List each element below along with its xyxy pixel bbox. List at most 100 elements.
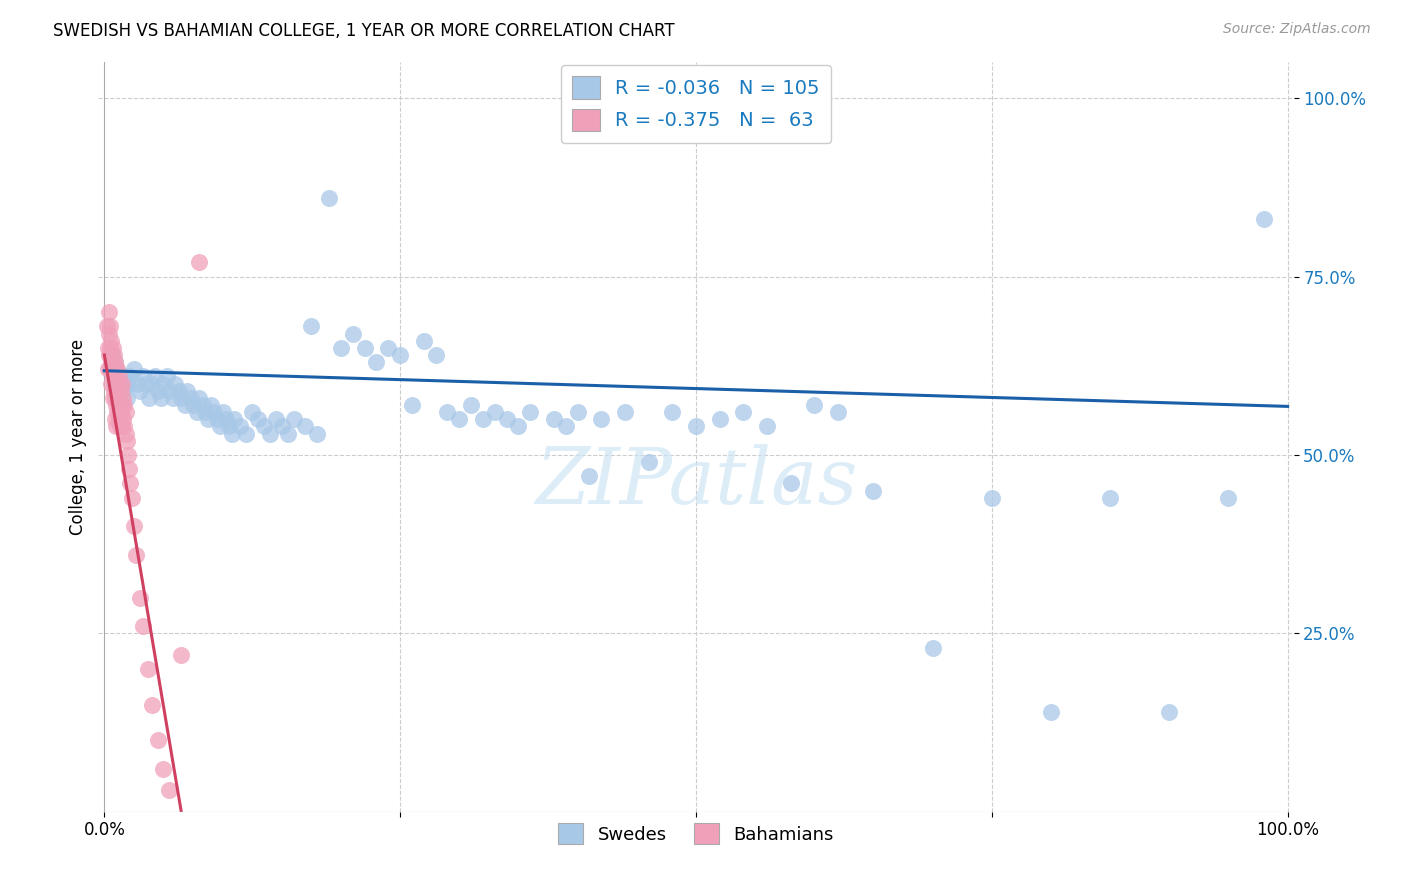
Point	[111, 376, 134, 391]
Point	[105, 384, 128, 398]
Point	[685, 419, 707, 434]
Point	[96, 319, 118, 334]
Point	[114, 405, 136, 419]
Point	[543, 412, 565, 426]
Point	[141, 698, 163, 712]
Point	[98, 362, 121, 376]
Point	[202, 405, 225, 419]
Point	[197, 412, 219, 426]
Text: Source: ZipAtlas.com: Source: ZipAtlas.com	[1223, 22, 1371, 37]
Point	[110, 384, 132, 398]
Point	[101, 348, 124, 362]
Point	[135, 376, 157, 391]
Point	[114, 419, 136, 434]
Point	[186, 405, 208, 419]
Point	[143, 369, 166, 384]
Point	[100, 355, 122, 369]
Point	[170, 648, 193, 662]
Point	[104, 412, 127, 426]
Point	[108, 398, 131, 412]
Point	[104, 369, 127, 384]
Point	[299, 319, 322, 334]
Point	[755, 419, 778, 434]
Point	[125, 548, 148, 562]
Point	[138, 391, 160, 405]
Point	[112, 391, 135, 405]
Point	[107, 376, 129, 391]
Point	[117, 376, 139, 391]
Point	[101, 369, 124, 384]
Point	[105, 398, 128, 412]
Point	[229, 419, 252, 434]
Point	[150, 391, 173, 405]
Point	[98, 319, 121, 334]
Point	[105, 376, 128, 391]
Point	[194, 405, 217, 419]
Point	[105, 362, 128, 376]
Point	[277, 426, 299, 441]
Point	[191, 398, 214, 412]
Point	[110, 369, 132, 384]
Point	[200, 398, 222, 412]
Point	[221, 426, 243, 441]
Point	[554, 419, 576, 434]
Point	[146, 384, 169, 398]
Point	[591, 412, 613, 426]
Point	[100, 334, 122, 348]
Point	[157, 783, 180, 797]
Point	[318, 191, 340, 205]
Point	[122, 519, 145, 533]
Point	[377, 341, 399, 355]
Point	[366, 355, 388, 369]
Point	[460, 398, 482, 412]
Point	[122, 362, 145, 376]
Point	[235, 426, 257, 441]
Point	[98, 326, 121, 341]
Point	[128, 384, 150, 398]
Point	[412, 334, 434, 348]
Point	[472, 412, 495, 426]
Point	[259, 426, 281, 441]
Point	[103, 348, 125, 362]
Point	[105, 362, 128, 376]
Point	[921, 640, 943, 655]
Point	[136, 662, 159, 676]
Point	[436, 405, 458, 419]
Point	[1099, 491, 1122, 505]
Point	[152, 762, 174, 776]
Point	[803, 398, 825, 412]
Point	[114, 426, 136, 441]
Point	[389, 348, 412, 362]
Point	[157, 384, 180, 398]
Point	[180, 391, 202, 405]
Point	[188, 391, 211, 405]
Point	[120, 369, 142, 384]
Point	[167, 384, 190, 398]
Point	[112, 412, 135, 426]
Point	[146, 733, 169, 747]
Point	[98, 348, 121, 362]
Point	[110, 405, 132, 419]
Point	[114, 369, 136, 384]
Point	[104, 391, 127, 405]
Point	[165, 376, 187, 391]
Point	[614, 405, 637, 419]
Point	[132, 619, 155, 633]
Point	[132, 369, 155, 384]
Text: ZIPatlas: ZIPatlas	[534, 444, 858, 520]
Point	[111, 398, 134, 412]
Point	[115, 391, 138, 405]
Point	[101, 391, 124, 405]
Point	[105, 405, 128, 419]
Point	[181, 398, 204, 412]
Point	[103, 362, 125, 376]
Point	[862, 483, 884, 498]
Point	[170, 391, 193, 405]
Point	[105, 369, 128, 384]
Point	[98, 341, 121, 355]
Point	[117, 448, 139, 462]
Point	[1159, 705, 1181, 719]
Point	[1039, 705, 1062, 719]
Point	[1218, 491, 1240, 505]
Point	[103, 376, 125, 391]
